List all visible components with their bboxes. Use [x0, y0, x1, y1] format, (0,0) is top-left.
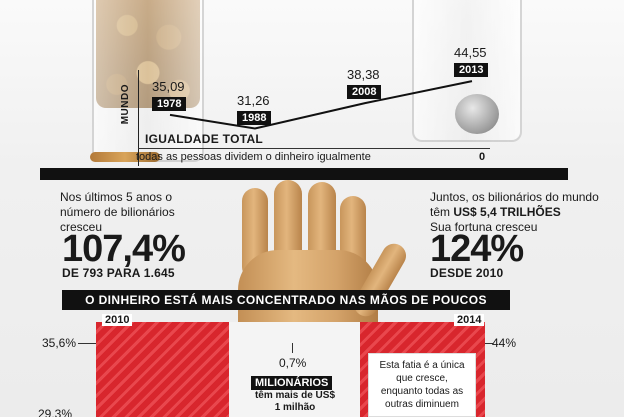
- coin-spill: [90, 152, 160, 162]
- data-label: 44,55: [454, 45, 487, 61]
- middle-area: [229, 322, 360, 417]
- single-coin: [455, 94, 499, 134]
- pct-2014: 44%: [492, 336, 517, 350]
- right-stat-post: Sua fortuna cresceu: [430, 220, 538, 234]
- pct-millionaires: 0,7%: [279, 356, 307, 370]
- equality-desc: todas as pessoas dividem o dinheiro igua…: [136, 151, 371, 163]
- gini-line-chart: [169, 80, 473, 130]
- year-2014-label: 2014: [454, 314, 485, 326]
- x-tick-label: 2013: [454, 63, 489, 78]
- equality-line: [138, 148, 490, 149]
- data-label: 31,26: [237, 92, 270, 108]
- pct-2010: 35,6%: [42, 336, 77, 350]
- x-tick-label: 2008: [347, 85, 382, 100]
- right-stat-big: 124%: [430, 228, 524, 270]
- right-stat-sub: DESDE 2010: [430, 266, 504, 280]
- millionaires-label: MILIONÁRIOS: [251, 376, 333, 390]
- equality-value: 0: [479, 151, 486, 163]
- left-stat-big: 107,4%: [62, 228, 186, 270]
- x-tick-label: 1988: [237, 110, 272, 125]
- left-stat-sub: DE 793 PARA 1.645: [62, 266, 175, 280]
- right-stat-bold: US$ 5,4 TRILHÕES: [453, 205, 561, 219]
- tick-left: [78, 343, 96, 344]
- data-label: 38,38: [347, 67, 380, 83]
- tick-mid: [292, 343, 293, 353]
- chart-axis: [138, 70, 139, 166]
- series-label: MUNDO: [120, 84, 131, 125]
- shelf: [40, 168, 568, 180]
- millionaires-desc: têm mais de US$ 1 milhão: [254, 390, 336, 413]
- glass-jar-left: [92, 0, 204, 162]
- data-label: 35,09: [152, 78, 185, 94]
- left-stat-text: Nos últimos 5 anos o número de bilionári…: [60, 190, 175, 234]
- tick-right: [485, 343, 493, 344]
- right-stat-pre: Juntos, os bilionários do mundo têm: [430, 190, 599, 219]
- growth-note: Esta fatia é a única que cresce, enquant…: [368, 353, 476, 417]
- right-stat-text: Juntos, os bilionários do mundo têm US$ …: [430, 190, 620, 235]
- year-2010-label: 2010: [102, 314, 133, 326]
- share-2010-block: [96, 322, 229, 417]
- equality-title: IGUALDADE TOTAL: [145, 132, 264, 146]
- pct-2010-low: 29,3%: [38, 407, 73, 417]
- x-tick-label: 1978: [152, 96, 187, 111]
- concentration-banner: O DINHEIRO ESTÁ MAIS CONCENTRADO NAS MÃO…: [62, 290, 510, 310]
- series-line: [169, 80, 473, 130]
